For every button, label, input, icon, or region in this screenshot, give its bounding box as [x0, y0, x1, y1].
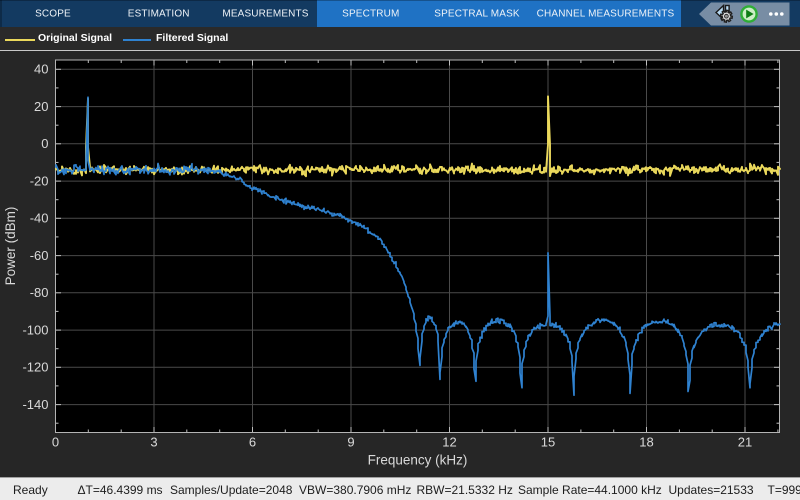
svg-text:21: 21: [738, 435, 752, 450]
svg-text:20: 20: [34, 99, 48, 114]
svg-text:Power (dBm): Power (dBm): [3, 207, 18, 286]
svg-text:40: 40: [34, 62, 48, 77]
svg-text:9: 9: [347, 435, 354, 450]
svg-text:-20: -20: [30, 173, 49, 188]
svg-text:-60: -60: [30, 248, 49, 263]
svg-text:-120: -120: [22, 360, 48, 375]
svg-text:-40: -40: [30, 211, 49, 226]
svg-text:-140: -140: [22, 397, 48, 412]
svg-text:0: 0: [52, 435, 59, 450]
svg-text:15: 15: [541, 435, 555, 450]
svg-text:-100: -100: [22, 322, 48, 337]
svg-text:18: 18: [639, 435, 653, 450]
svg-text:12: 12: [442, 435, 456, 450]
svg-text:Frequency (kHz): Frequency (kHz): [368, 453, 468, 468]
svg-text:-80: -80: [30, 285, 49, 300]
svg-text:6: 6: [249, 435, 256, 450]
svg-text:0: 0: [41, 136, 48, 151]
svg-text:3: 3: [150, 435, 157, 450]
